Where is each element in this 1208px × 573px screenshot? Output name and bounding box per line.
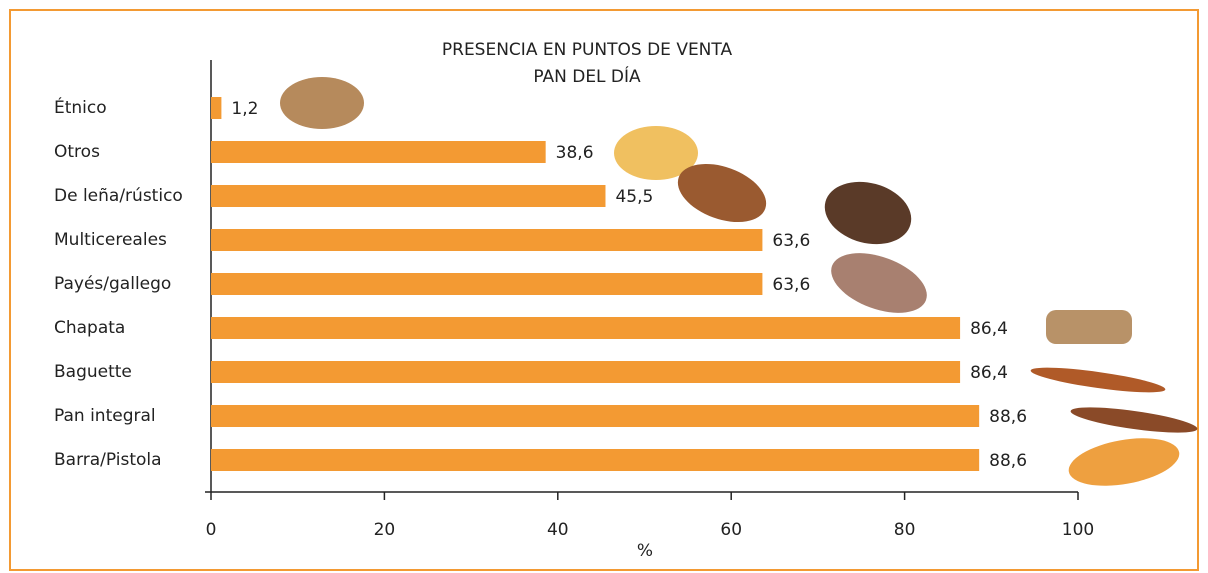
bar [211,405,979,427]
value-label: 88,6 [989,451,1027,471]
value-label: 45,5 [615,187,653,207]
bread-picture [1069,402,1198,438]
chart-subtitle: PAN DEL DÍA [533,65,641,87]
chart-title: PRESENCIA EN PUNTOS DE VENTA [442,40,733,60]
bread-picture [823,241,935,324]
value-label: 1,2 [231,99,258,119]
value-label: 38,6 [556,143,594,163]
y-tick-label: Chapata [54,318,125,338]
value-label: 86,4 [970,319,1008,339]
value-label: 63,6 [772,231,810,251]
x-tick-label: 80 [894,520,916,540]
x-tick-label: 100 [1062,520,1094,540]
bar [211,97,221,119]
y-tick-label: Otros [54,142,100,162]
y-tick-label: Barra/Pistola [54,450,162,470]
bar [211,449,979,471]
bread-picture [1046,310,1132,344]
y-tick-label: Baguette [54,362,132,382]
y-tick-label: Pan integral [54,406,156,426]
bar [211,185,605,207]
bar [211,317,960,339]
value-label: 86,4 [970,363,1008,383]
y-tick-label: Payés/gallego [54,274,171,294]
x-tick-label: 0 [206,520,217,540]
x-tick-label: 40 [547,520,569,540]
chart: PRESENCIA EN PUNTOS DE VENTA PAN DEL DÍA… [0,0,1208,573]
x-tick-label: 20 [374,520,396,540]
bar [211,273,762,295]
value-label: 63,6 [772,275,810,295]
bar [211,141,546,163]
bar [211,229,762,251]
x-axis-label: % [637,541,653,561]
bread-picture [1030,363,1167,398]
y-tick-label: De leña/rústico [54,186,183,206]
y-tick-label: Multicereales [54,230,167,250]
bread-picture [280,77,364,129]
bread-picture [818,173,919,254]
value-label: 88,6 [989,407,1027,427]
bar [211,361,960,383]
bread-picture [1065,431,1183,494]
y-tick-label: Étnico [54,96,107,118]
x-tick-label: 60 [720,520,742,540]
